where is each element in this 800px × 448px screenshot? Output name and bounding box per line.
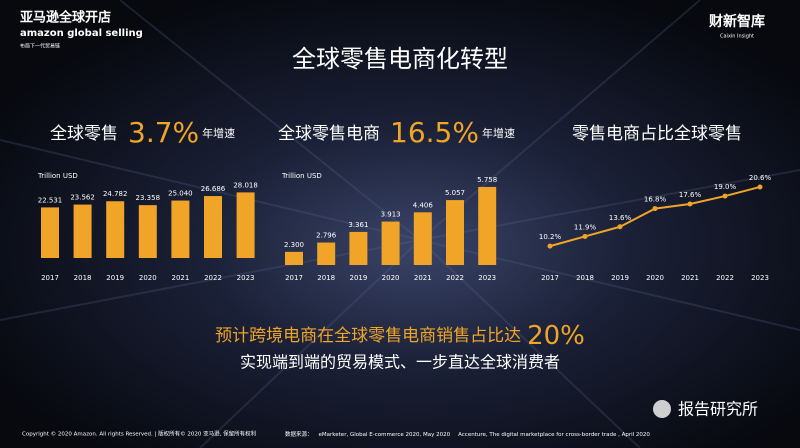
value-label: 17.6% — [679, 191, 702, 199]
x-tick-label: 2020 — [646, 274, 664, 282]
bar — [478, 186, 497, 265]
unit-label: Trillion USD — [281, 172, 322, 180]
chart-title: 零售电商占比全球零售 — [572, 124, 742, 144]
x-tick-label: 2020 — [382, 274, 400, 282]
x-tick-label: 2021 — [414, 274, 432, 282]
value-label: 13.6% — [609, 214, 632, 222]
x-tick-label: 2017 — [41, 274, 59, 282]
bar — [106, 201, 125, 258]
growth-value: 3.7% — [128, 116, 199, 149]
bar — [171, 200, 190, 258]
copyright: Copyright © 2020 Amazon. All rights Rese… — [22, 430, 256, 438]
growth-note: 年增速 — [202, 126, 235, 140]
forecast: 预计跨境电商在全球零售电商销售占比达 20% — [215, 321, 585, 351]
bar — [349, 231, 368, 265]
watermark-icon — [653, 400, 671, 418]
value-label: 28.018 — [233, 181, 258, 189]
slide-title: 全球零售电商化转型 — [292, 45, 508, 73]
x-tick-label: 2020 — [139, 274, 157, 282]
logo-en: amazon global selling — [20, 28, 143, 39]
x-tick-label: 2017 — [541, 274, 559, 282]
chart-heading: 零售电商占比全球零售 — [572, 124, 742, 144]
source-2: Accenture, The digital marketplace for c… — [458, 432, 650, 438]
growth-note: 年增速 — [482, 126, 515, 140]
x-tick-label: 2022 — [446, 274, 464, 282]
value-label: 20.6% — [749, 174, 772, 182]
x-tick-label: 2023 — [237, 274, 255, 282]
chart-title: 全球零售电商 — [278, 124, 380, 144]
value-label: 19.0% — [714, 183, 737, 191]
value-label: 2.300 — [284, 241, 304, 249]
source: 数据来源： eMarketer, Global E-commerce 2020, … — [285, 430, 650, 438]
value-label: 5.057 — [445, 189, 465, 197]
value-label: 11.9% — [574, 223, 597, 231]
point — [652, 206, 658, 212]
value-label: 3.913 — [381, 211, 401, 219]
growth-value: 16.5% — [390, 116, 479, 149]
x-tick-label: 2019 — [349, 274, 367, 282]
point — [547, 243, 553, 249]
value-label: 24.782 — [103, 190, 128, 198]
bar — [41, 207, 59, 258]
forecast-text: 预计跨境电商在全球零售电商销售占比达 — [215, 326, 521, 346]
value-label: 3.361 — [348, 221, 368, 229]
bar — [285, 251, 303, 265]
bar — [204, 196, 222, 258]
logo-tagline: 布局下一代贸易链 — [20, 43, 60, 50]
chart-heading: 全球零售电商 16.5% 年增速 — [278, 116, 515, 149]
x-tick-label: 2018 — [74, 274, 92, 282]
partner-en: Caixin Insight — [720, 34, 754, 40]
partner-cn: 财新智库 — [708, 13, 765, 30]
bar — [446, 200, 464, 265]
point — [722, 193, 728, 199]
value-label: 5.758 — [477, 176, 497, 184]
value-label: 10.2% — [539, 233, 562, 241]
x-tick-label: 2022 — [716, 274, 734, 282]
value-label: 26.686 — [201, 185, 226, 193]
x-tick-label: 2019 — [611, 274, 629, 282]
watermark: 报告研究所 — [678, 400, 758, 419]
x-tick-label: 2018 — [576, 274, 594, 282]
chart-title: 全球零售 — [50, 124, 118, 144]
value-label: 2.796 — [316, 232, 337, 240]
x-tick-label: 2021 — [681, 274, 699, 282]
value-label: 16.8% — [644, 196, 667, 204]
source-1: eMarketer, Global E-commerce 2020, May 2… — [319, 432, 451, 438]
bar — [413, 212, 432, 265]
x-tick-label: 2018 — [317, 274, 335, 282]
forecast-sub: 实现端到端的贸易模式、一步直达全球消费者 — [240, 353, 560, 372]
value-label: 23.358 — [136, 194, 161, 202]
unit-label: Trillion USD — [37, 172, 78, 180]
bar — [138, 205, 157, 258]
value-label: 22.531 — [38, 196, 63, 204]
value-label: 23.562 — [70, 194, 95, 202]
bar — [381, 221, 400, 265]
bar — [317, 242, 336, 265]
chart-heading: 全球零售 3.7% 年增速 — [50, 116, 235, 149]
value-label: 4.406 — [413, 201, 434, 209]
x-tick-label: 2023 — [751, 274, 769, 282]
logo-cn: 亚马逊全球开店 — [20, 10, 111, 26]
point — [687, 201, 693, 207]
value-label: 25.040 — [168, 190, 193, 198]
x-tick-label: 2019 — [106, 274, 124, 282]
source-label: 数据来源： — [285, 430, 313, 438]
x-tick-label: 2023 — [478, 274, 496, 282]
bar — [236, 192, 255, 258]
x-tick-label: 2022 — [204, 274, 222, 282]
point — [617, 224, 623, 230]
point — [757, 184, 763, 190]
bar — [73, 204, 92, 258]
point — [582, 233, 588, 239]
x-tick-label: 2021 — [171, 274, 189, 282]
forecast-value: 20% — [527, 321, 585, 351]
x-tick-label: 2017 — [285, 274, 303, 282]
